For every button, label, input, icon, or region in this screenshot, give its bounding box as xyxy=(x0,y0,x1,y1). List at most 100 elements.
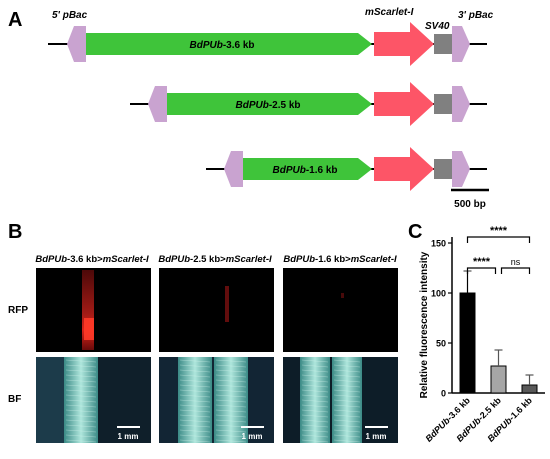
larva-segment xyxy=(333,359,361,363)
larva-segment xyxy=(333,364,361,368)
larva-segment xyxy=(333,414,361,418)
larva-segment xyxy=(215,424,247,428)
promoter-arrow xyxy=(243,158,372,180)
larva-segment xyxy=(333,374,361,378)
significance-bracket xyxy=(466,236,531,243)
mm-scale-label-1: 1 mm xyxy=(118,432,139,441)
larva-segment xyxy=(179,404,211,408)
sv40-box xyxy=(434,34,452,54)
larva-segment xyxy=(301,379,329,383)
larva-segment xyxy=(65,419,97,423)
larva-segment xyxy=(65,409,97,413)
larva-segment xyxy=(301,434,329,438)
construct-row-2: BdPUb-2.5 kb xyxy=(130,82,487,126)
larva-segment xyxy=(179,359,211,363)
larva-segment xyxy=(65,399,97,403)
bar xyxy=(459,292,476,394)
larva-segment xyxy=(179,369,211,373)
row-label-bf: BF xyxy=(8,394,21,405)
image-column-title-3: BdPUb-1.6 kb>mScarlet-I xyxy=(283,254,397,265)
larva-segment xyxy=(301,439,329,443)
larva-segment xyxy=(65,369,97,373)
larva-segment xyxy=(333,429,361,433)
rfp-image-2 xyxy=(159,268,274,352)
sv40-label: SV40 xyxy=(425,21,450,32)
rfp-image-1 xyxy=(36,268,151,352)
larva-segment xyxy=(333,404,361,408)
larva-segment xyxy=(215,394,247,398)
panel-letter-a: A xyxy=(8,9,22,31)
larva-segment xyxy=(333,389,361,393)
pbac3-arrow xyxy=(452,26,470,62)
larva-segment xyxy=(301,374,329,378)
larva-segment xyxy=(333,424,361,428)
larva-segment xyxy=(333,394,361,398)
larva-segment xyxy=(215,384,247,388)
mm-scale-label-2: 1 mm xyxy=(242,432,263,441)
pbac3-label: 3' pBac xyxy=(458,10,494,21)
sv40-box xyxy=(434,159,452,179)
reporter-arrow xyxy=(374,147,434,191)
larva-segment xyxy=(179,399,211,403)
pbac5-arrow xyxy=(67,26,86,62)
promoter-label-3: BdPUb-1.6 kb xyxy=(272,165,337,176)
pbac5-arrow xyxy=(148,86,167,122)
promoter-arrow xyxy=(167,93,372,115)
y-tick-label: 100 xyxy=(431,289,446,299)
larva-segment xyxy=(179,364,211,368)
larva-segment xyxy=(179,419,211,423)
larva-segment xyxy=(65,384,97,388)
larva-segment xyxy=(301,394,329,398)
larva-segment xyxy=(301,419,329,423)
larva-segment xyxy=(65,359,97,363)
larva-segment xyxy=(301,429,329,433)
larva-segment xyxy=(215,404,247,408)
larva-segment xyxy=(179,374,211,378)
larva-segment xyxy=(65,429,97,433)
larva-segment xyxy=(65,394,97,398)
sv40-box xyxy=(434,94,452,114)
larva-segment xyxy=(65,424,97,428)
larva-segment xyxy=(333,369,361,373)
larva-segment xyxy=(333,379,361,383)
larva-segment xyxy=(179,424,211,428)
larva-segment xyxy=(215,364,247,368)
reporter-arrow xyxy=(374,82,434,126)
larva-segment xyxy=(301,389,329,393)
larva-segment xyxy=(65,404,97,408)
larva-segment xyxy=(215,419,247,423)
mm-scale-label-3: 1 mm xyxy=(366,432,387,441)
larva-segment xyxy=(65,379,97,383)
row-label-rfp: RFP xyxy=(8,305,28,316)
larva-segment xyxy=(65,414,97,418)
larva-segment xyxy=(215,409,247,413)
rfp-image-3 xyxy=(283,268,398,352)
bar xyxy=(521,384,538,394)
significance-bracket xyxy=(466,267,497,274)
panel-letter-c: C xyxy=(408,221,422,243)
larva-segment xyxy=(301,364,329,368)
larva-segment xyxy=(215,414,247,418)
larva-segment xyxy=(333,419,361,423)
larva-segment xyxy=(301,359,329,363)
larva-segment xyxy=(333,384,361,388)
larva-segment xyxy=(333,434,361,438)
pbac3-arrow xyxy=(452,151,470,187)
reporter-label: mScarlet-I xyxy=(365,7,414,18)
larva-segment xyxy=(215,369,247,373)
promoter-label-1: BdPUb-3.6 kb xyxy=(189,40,254,51)
larva-segment xyxy=(179,429,211,433)
larva-segment xyxy=(65,434,97,438)
larva-segment xyxy=(301,369,329,373)
larva-segment xyxy=(179,394,211,398)
larva-segment xyxy=(215,374,247,378)
larva-segment xyxy=(301,414,329,418)
larva-segment xyxy=(301,409,329,413)
construct-row-1: BdPUb-3.6 kb xyxy=(48,22,487,66)
bar xyxy=(490,365,507,394)
larva-segment xyxy=(301,404,329,408)
larva-segment xyxy=(215,429,247,433)
significance-label: **** xyxy=(490,225,508,237)
promoter-label-2: BdPUb-2.5 kb xyxy=(235,100,300,111)
